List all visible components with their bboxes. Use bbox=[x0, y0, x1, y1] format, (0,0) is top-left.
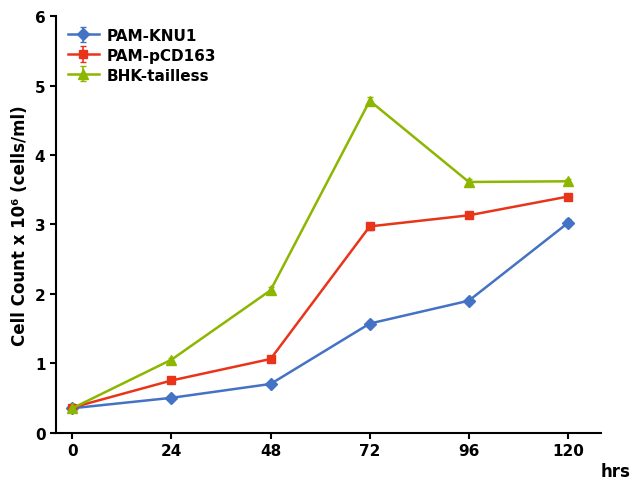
Legend: PAM-KNU1, PAM-pCD163, BHK-tailless: PAM-KNU1, PAM-pCD163, BHK-tailless bbox=[64, 25, 220, 88]
Text: hrs: hrs bbox=[601, 462, 631, 480]
Y-axis label: Cell Count x 10⁶ (cells/ml): Cell Count x 10⁶ (cells/ml) bbox=[11, 105, 29, 345]
